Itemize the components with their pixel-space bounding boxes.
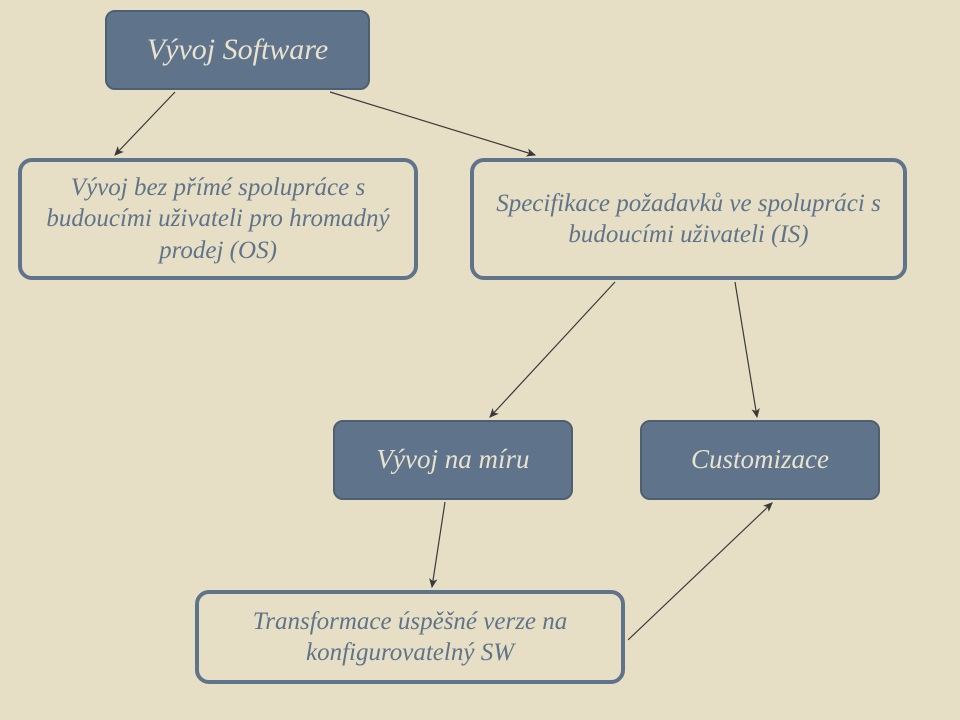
edge xyxy=(330,92,535,155)
edge xyxy=(115,92,175,155)
node-right: Specifikace požadavků ve spolupráci s bu… xyxy=(470,158,907,280)
diagram-canvas: Vývoj Software Vývoj bez přímé spolupráce… xyxy=(0,0,960,720)
node-label: Customizace xyxy=(691,443,829,477)
node-root: Vývoj Software xyxy=(105,10,370,90)
node-label: Transformace úspěšné verze na konfigurov… xyxy=(215,606,605,669)
edge xyxy=(432,502,445,587)
node-label: Vývoj bez přímé spolupráce s budoucími u… xyxy=(38,172,398,266)
node-label: Specifikace požadavků ve spolupráci s bu… xyxy=(490,188,887,251)
edge xyxy=(735,282,757,417)
node-custom: Customizace xyxy=(640,420,880,500)
edge xyxy=(490,282,615,417)
node-transform: Transformace úspěšné verze na konfigurov… xyxy=(195,590,625,684)
node-label: Vývoj Software xyxy=(147,31,328,69)
node-label: Vývoj na míru xyxy=(377,443,530,477)
edge xyxy=(628,503,772,640)
node-vyvoj: Vývoj na míru xyxy=(333,420,573,500)
node-left: Vývoj bez přímé spolupráce s budoucími u… xyxy=(18,158,418,280)
